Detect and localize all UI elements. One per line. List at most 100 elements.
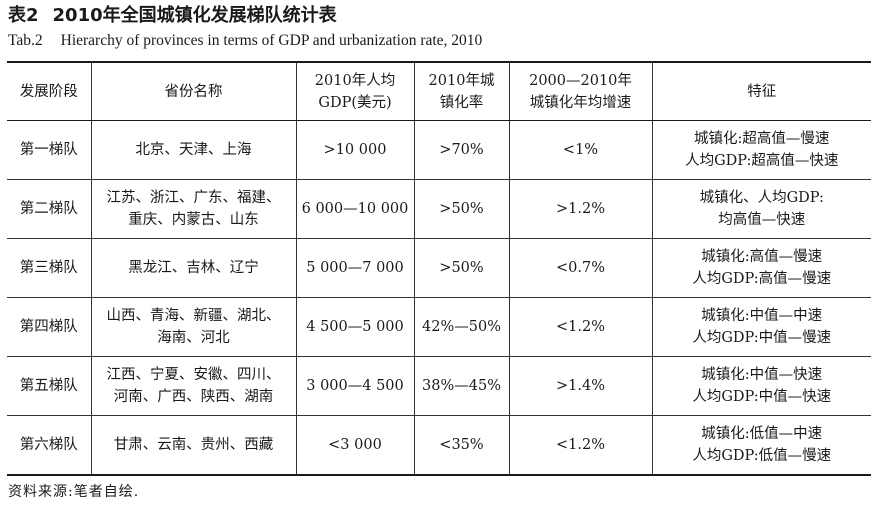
cell-annual-growth: <0.7%	[508, 238, 652, 298]
cell-urbanization-rate: 42%—50%	[413, 297, 509, 357]
table-title-en: Tab.2 Hierarchy of provinces in terms of …	[8, 31, 482, 51]
cell-text-line: 江西、宁夏、安徽、四川、	[106, 367, 281, 383]
header-text-line: 省份名称	[164, 83, 223, 100]
table-number-cn: 表2	[8, 5, 39, 26]
cell-urbanization-rate: >70%	[413, 120, 509, 180]
cell-urbanization-rate: >50%	[413, 179, 509, 239]
table-body: 第一梯队 北京、天津、上海 >10 000 >70% <1% 城镇化:超高值—慢速 人均GD…	[7, 120, 871, 476]
table-row: 第三梯队 黑龙江、吉林、辽宁 5 000—7 000 >50% <0.7% 城镇化:高值—…	[7, 238, 871, 298]
cell-provinces: 甘肃、云南、贵州、西藏	[90, 415, 296, 476]
cell-annual-growth: >1.4%	[508, 356, 652, 416]
cell-text-line: 人均GDP:高值—慢速	[692, 271, 832, 287]
cell-text-line: 城镇化:高值—慢速	[701, 249, 823, 265]
cell-text-line: 城镇化:中值—快速	[701, 367, 823, 383]
cell-provinces: 江苏、浙江、广东、福建、 重庆、内蒙古、山东	[90, 179, 296, 239]
cell-text-line: 第四梯队	[19, 319, 78, 335]
cell-urbanization-rate: 38%—45%	[413, 356, 509, 416]
cell-text-line: 6 000—10 000	[301, 201, 409, 217]
table-title-text-en: Hierarchy of provinces in terms of GDP a…	[60, 32, 483, 49]
cell-gdp-per-capita: >10 000	[295, 120, 414, 180]
table-row: 第一梯队 北京、天津、上海 >10 000 >70% <1% 城镇化:超高值—慢速 人均GD…	[7, 120, 871, 180]
header-gdp-per-capita: 2010年人均 GDP(美元)	[295, 61, 414, 121]
cell-provinces: 山西、青海、新疆、湖北、 海南、河北	[90, 297, 296, 357]
header-text-line: GDP(美元)	[318, 94, 392, 111]
cell-characteristics: 城镇化:低值—中速 人均GDP:低值—慢速	[651, 415, 871, 476]
cell-text-line: <1.2%	[556, 437, 605, 453]
cell-text-line: 人均GDP:超高值—快速	[685, 153, 839, 169]
cell-text-line: 第五梯队	[19, 378, 78, 394]
header-text-line: 2000—2010年	[529, 72, 632, 89]
cell-text-line: 城镇化:中值—中速	[701, 308, 823, 324]
table-row: 第四梯队 山西、青海、新疆、湖北、 海南、河北 4 500—5 000 42%—50% <…	[7, 297, 871, 357]
cell-text-line: >1.2%	[556, 201, 605, 217]
cell-stage: 第五梯队	[7, 356, 91, 416]
cell-annual-growth: >1.2%	[508, 179, 652, 239]
cell-text-line: >10 000	[323, 142, 387, 158]
cell-text-line: 江苏、浙江、广东、福建、	[106, 190, 281, 206]
cell-annual-growth: <1.2%	[508, 415, 652, 476]
header-urbanization-rate: 2010年城 镇化率	[413, 61, 509, 121]
cell-characteristics: 城镇化:高值—慢速 人均GDP:高值—慢速	[651, 238, 871, 298]
cell-stage: 第三梯队	[7, 238, 91, 298]
cell-gdp-per-capita: 6 000—10 000	[295, 179, 414, 239]
cell-stage: 第一梯队	[7, 120, 91, 180]
table-number-en: Tab.2	[8, 32, 43, 49]
cell-urbanization-rate: <35%	[413, 415, 509, 476]
cell-characteristics: 城镇化:中值—中速 人均GDP:中值—慢速	[651, 297, 871, 357]
header-text-line: 镇化率	[439, 94, 484, 111]
cell-text-line: >70%	[439, 142, 484, 158]
cell-text-line: 第三梯队	[19, 260, 78, 276]
table-title-cn: 表2 2010年全国城镇化发展梯队统计表	[8, 4, 337, 28]
cell-text-line: 5 000—7 000	[306, 260, 404, 276]
cell-text-line: 北京、天津、上海	[135, 142, 252, 158]
table-row: 第五梯队 江西、宁夏、安徽、四川、 河南、广西、陕西、湖南 3 000—4 500 38…	[7, 356, 871, 416]
cell-text-line: <1.2%	[556, 319, 605, 335]
table-row: 第二梯队 江苏、浙江、广东、福建、 重庆、内蒙古、山东 6 000—10 000 >50…	[7, 179, 871, 239]
cell-text-line: 4 500—5 000	[306, 319, 404, 335]
cell-provinces: 北京、天津、上海	[90, 120, 296, 180]
cell-annual-growth: <1%	[508, 120, 652, 180]
cell-characteristics: 城镇化、人均GDP: 均高值—快速	[651, 179, 871, 239]
cell-text-line: <35%	[439, 437, 484, 453]
cell-text-line: 3 000—4 500	[306, 378, 404, 394]
cell-text-line: 城镇化:低值—中速	[701, 426, 823, 442]
cell-annual-growth: <1.2%	[508, 297, 652, 357]
cell-text-line: <3 000	[328, 437, 382, 453]
cell-text-line: 第一梯队	[19, 142, 78, 158]
cell-text-line: 甘肃、云南、贵州、西藏	[113, 437, 274, 453]
cell-characteristics: 城镇化:中值—快速 人均GDP:中值—快速	[651, 356, 871, 416]
header-text-line: 特征	[747, 83, 777, 100]
cell-text-line: >50%	[439, 260, 484, 276]
cell-stage: 第六梯队	[7, 415, 91, 476]
cell-text-line: 均高值—快速	[718, 212, 806, 228]
cell-characteristics: 城镇化:超高值—慢速 人均GDP:超高值—快速	[651, 120, 871, 180]
header-characteristics: 特征	[651, 61, 871, 121]
cell-text-line: 山西、青海、新疆、湖北、	[106, 308, 281, 324]
cell-text-line: 城镇化:超高值—慢速	[694, 131, 830, 147]
header-text-line: 2010年城	[428, 72, 495, 89]
cell-gdp-per-capita: <3 000	[295, 415, 414, 476]
header-annual-growth: 2000—2010年 城镇化年均增速	[508, 61, 652, 121]
header-text-line: 2010年人均	[314, 72, 396, 89]
cell-text-line: 42%—50%	[422, 319, 501, 335]
cell-text-line: >1.4%	[556, 378, 605, 394]
source-note: 资料来源:笔者自绘.	[8, 484, 140, 500]
cell-text-line: 38%—45%	[422, 378, 501, 394]
cell-stage: 第四梯队	[7, 297, 91, 357]
cell-text-line: <1%	[562, 142, 599, 158]
header-stage: 发展阶段	[7, 61, 91, 121]
urbanization-hierarchy-table: 发展阶段 省份名称 2010年人均 GDP(美元) 2010年城 镇化率 2000—2010…	[7, 61, 871, 476]
cell-text-line: 河南、广西、陕西、湖南	[113, 389, 274, 405]
cell-text-line: 人均GDP:中值—快速	[692, 389, 832, 405]
cell-stage: 第二梯队	[7, 179, 91, 239]
cell-text-line: 重庆、内蒙古、山东	[128, 212, 259, 228]
cell-provinces: 江西、宁夏、安徽、四川、 河南、广西、陕西、湖南	[90, 356, 296, 416]
header-text-line: 发展阶段	[19, 83, 78, 100]
cell-provinces: 黑龙江、吉林、辽宁	[90, 238, 296, 298]
cell-text-line: 海南、河北	[157, 330, 230, 346]
cell-gdp-per-capita: 5 000—7 000	[295, 238, 414, 298]
header-provinces: 省份名称	[90, 61, 296, 121]
header-text-line: 城镇化年均增速	[529, 94, 632, 111]
cell-text-line: 第六梯队	[19, 437, 78, 453]
cell-text-line: <0.7%	[556, 260, 605, 276]
